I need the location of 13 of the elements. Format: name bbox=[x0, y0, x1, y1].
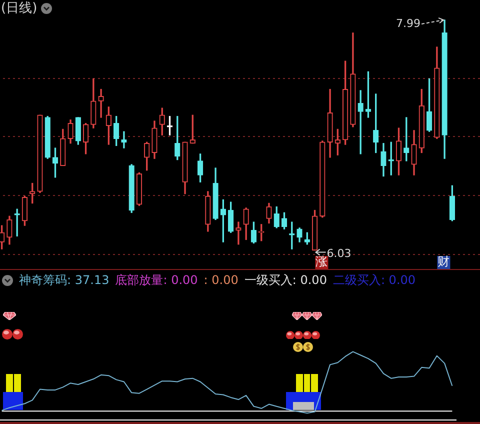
candlestick bbox=[236, 222, 242, 245]
chart-title: (日线) bbox=[1, 1, 38, 16]
text: : 0.00 bbox=[204, 273, 238, 287]
annotation: 涨 bbox=[316, 254, 328, 269]
text: 一级买入: 0.00 bbox=[244, 273, 327, 287]
annotation: 财 bbox=[438, 254, 450, 269]
text: 神奇筹码: 37.13 bbox=[19, 273, 110, 287]
text: 底部放量: 0.00 bbox=[115, 273, 198, 287]
candlestick bbox=[121, 131, 127, 148]
text: 二级买入: 0.00 bbox=[332, 273, 416, 287]
annotation: 6.03 bbox=[326, 247, 352, 260]
candlestick bbox=[98, 88, 104, 118]
annotation: 7.99 bbox=[396, 16, 421, 30]
